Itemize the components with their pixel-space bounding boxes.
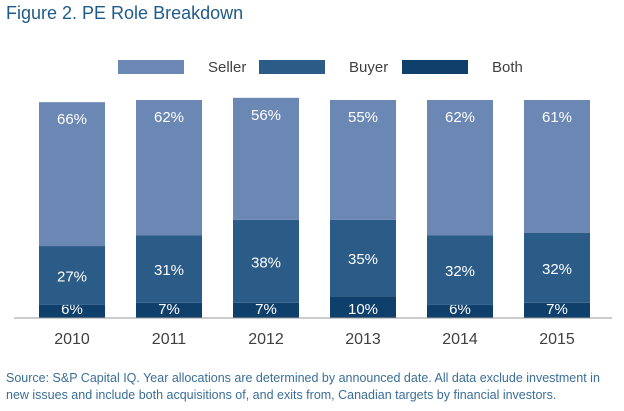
data-label-both-2012: 7% [255, 301, 277, 318]
data-label-both-2013: 10% [348, 301, 378, 318]
bar-both-2011 [136, 302, 202, 318]
legend-swatch-seller [118, 60, 184, 74]
data-label-buyer-2012: 38% [251, 254, 281, 271]
data-label-buyer-2015: 32% [542, 261, 572, 278]
x-tick-label-2010: 2010 [54, 331, 90, 348]
data-label-buyer-2011: 31% [154, 262, 184, 279]
x-tick-label-2011: 2011 [152, 331, 187, 348]
data-label-seller-2013: 55% [348, 109, 378, 126]
x-tick-label-2013: 2013 [345, 331, 381, 348]
bar-seller-2014 [427, 100, 493, 236]
bar-buyer-2015 [524, 232, 590, 303]
bar-buyer-2013 [330, 219, 396, 297]
bar-both-2013 [330, 296, 396, 318]
data-label-seller-2012: 56% [251, 107, 281, 124]
bar-seller-2015 [524, 100, 590, 233]
data-label-both-2015: 7% [546, 301, 568, 318]
legend-label-buyer: Buyer [349, 58, 389, 76]
bar-buyer-2012 [233, 219, 299, 303]
bar-seller-2010 [39, 102, 105, 247]
data-label-seller-2010: 66% [57, 111, 87, 128]
legend-item-buyer: Buyer [259, 57, 388, 77]
x-tick-label-2015: 2015 [539, 331, 575, 348]
data-label-both-2014: 6% [449, 301, 471, 318]
bar-seller-2013 [330, 100, 396, 220]
bar-both-2010 [39, 304, 105, 318]
bar-seller-2012 [233, 97, 299, 220]
data-label-buyer-2014: 32% [445, 263, 475, 280]
legend-label-seller: Seller [208, 58, 247, 76]
bar-buyer-2011 [136, 235, 202, 303]
data-label-both-2010: 6% [61, 301, 83, 318]
legend-item-both: Both [402, 57, 523, 77]
chart-legend: Seller Buyer Both [0, 57, 624, 77]
legend-label-both: Both [492, 58, 523, 76]
legend-item-seller: Seller [118, 57, 246, 77]
source-note: Source: S&P Capital IQ. Year allocations… [6, 371, 600, 402]
bar-both-2014 [427, 304, 493, 318]
chart-title: Figure 2. PE Role Breakdown [6, 3, 244, 23]
data-label-seller-2015: 61% [542, 109, 572, 126]
x-tick-label-2012: 2012 [248, 331, 284, 348]
data-label-seller-2011: 62% [154, 109, 184, 126]
x-tick-label-2014: 2014 [442, 331, 478, 348]
data-label-buyer-2013: 35% [348, 251, 378, 268]
bar-both-2015 [524, 302, 590, 318]
stacked-bar-chart: 6% 27% 66% 2010 7% 31% 62% 2011 7% 38% 56% 2012 10% 3… [14, 97, 612, 348]
data-label-buyer-2010: 27% [57, 268, 87, 285]
bar-seller-2011 [136, 100, 202, 236]
legend-swatch-both [402, 60, 468, 74]
bar-buyer-2014 [427, 235, 493, 305]
bar-buyer-2010 [39, 246, 105, 305]
data-label-seller-2014: 62% [445, 109, 475, 126]
legend-swatch-buyer [259, 60, 325, 74]
data-label-both-2011: 7% [158, 301, 180, 318]
bar-both-2012 [233, 302, 299, 318]
